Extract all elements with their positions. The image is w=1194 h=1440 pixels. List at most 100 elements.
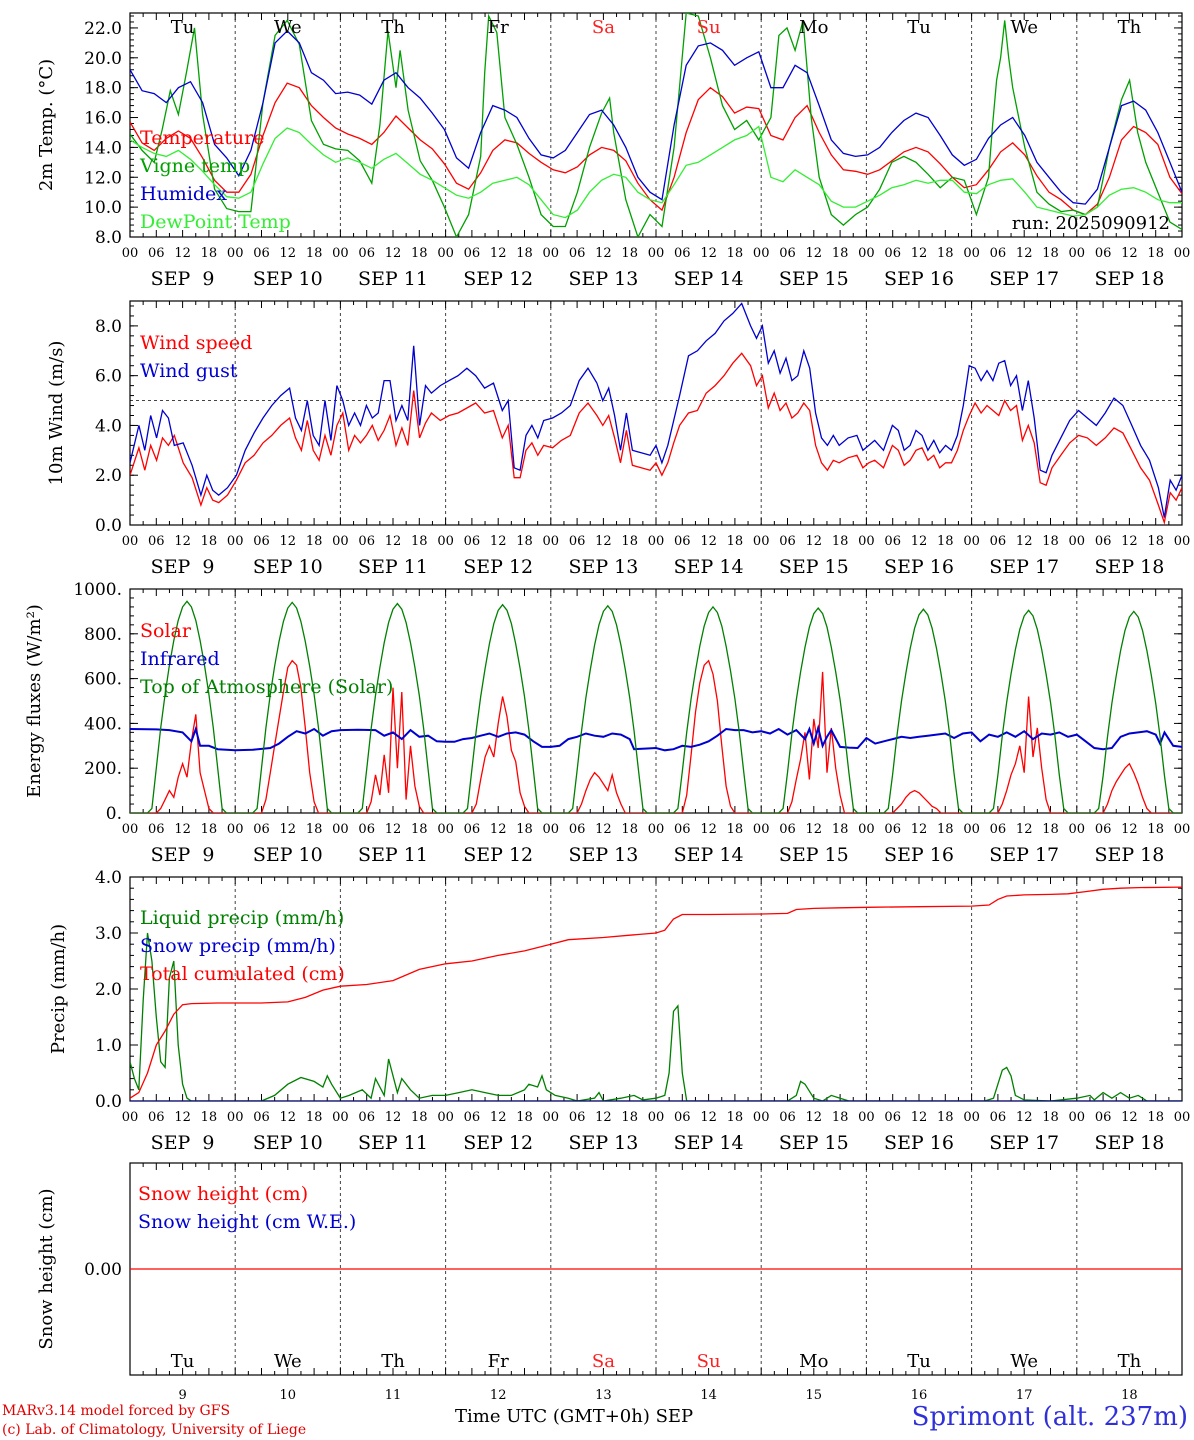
hour-label: 12 xyxy=(280,246,297,261)
hour-label: 12 xyxy=(806,246,823,261)
hour-label: 00 xyxy=(227,534,244,549)
date-label: SEP 18 xyxy=(1094,268,1164,290)
y-tick-label: 16.0 xyxy=(84,109,122,129)
y-tick-label: 600. xyxy=(84,670,122,690)
hour-label: 00 xyxy=(543,246,560,261)
date-label: SEP 9 xyxy=(151,1132,215,1154)
date-label: SEP 12 xyxy=(463,844,533,866)
hour-label: 18 xyxy=(937,1110,954,1125)
hour-label: 18 xyxy=(1147,534,1164,549)
hour-label: 00 xyxy=(858,822,875,837)
hour-label: 06 xyxy=(148,246,165,261)
day-number-label: 11 xyxy=(385,1388,402,1400)
date-label: SEP 13 xyxy=(568,268,638,290)
weekday-label: We xyxy=(1010,17,1038,38)
date-label: SEP 13 xyxy=(568,556,638,578)
hour-label: 06 xyxy=(779,1110,796,1125)
hour-label: 00 xyxy=(227,1110,244,1125)
weekday-label: Su xyxy=(697,17,721,38)
weekday-label: We xyxy=(274,1351,302,1372)
hour-label: 00 xyxy=(1069,534,1086,549)
date-label: SEP 18 xyxy=(1094,1132,1164,1154)
hour-label: 06 xyxy=(1095,1110,1112,1125)
weekday-label: Fr xyxy=(488,1351,509,1372)
y-tick-label: 10.0 xyxy=(84,198,122,218)
hour-label: 18 xyxy=(201,534,218,549)
hour-label: 18 xyxy=(832,822,849,837)
hour-label: 06 xyxy=(358,246,375,261)
hour-label: 06 xyxy=(1095,822,1112,837)
hour-label: 12 xyxy=(385,1110,402,1125)
date-label: SEP 16 xyxy=(884,556,954,578)
hour-label: 06 xyxy=(148,534,165,549)
hour-label: 06 xyxy=(990,534,1007,549)
hour-label: 18 xyxy=(937,534,954,549)
hour-label: 12 xyxy=(1016,822,1033,837)
date-label: SEP 14 xyxy=(674,556,744,578)
hour-label: 06 xyxy=(569,534,586,549)
hour-label: 12 xyxy=(1121,246,1138,261)
model-label: MARv3.14 model forced by GFS xyxy=(2,1403,231,1419)
legend-entry: Wind speed xyxy=(140,332,252,354)
weekday-label: Tu xyxy=(907,1351,931,1372)
weekday-label: Mo xyxy=(799,17,828,38)
y-axis-label: Energy fluxes (W/m²) xyxy=(24,604,45,798)
hour-label: 06 xyxy=(569,246,586,261)
y-tick-label: 4.0 xyxy=(95,416,122,436)
hour-label: 18 xyxy=(832,1110,849,1125)
panel-snow: 0.00 Snow height (cm) Snow height (cm) Snow… xyxy=(36,1162,1183,1400)
hour-label: 00 xyxy=(122,822,139,837)
y-tick-label: 8.0 xyxy=(95,228,122,248)
panel-energy: 0. 200. 400. 600. 800. 1000. Energy fluxes (W/… xyxy=(24,580,1190,866)
station-label: Sprimont (alt. 237m) xyxy=(911,1402,1188,1432)
hour-label: 18 xyxy=(621,1110,638,1125)
series-group xyxy=(130,886,1182,1101)
hour-label: 00 xyxy=(227,822,244,837)
hour-label: 00 xyxy=(1069,822,1086,837)
y-tick-label: 6.0 xyxy=(95,367,122,387)
y-axis-label: Snow height (cm) xyxy=(36,1188,57,1349)
hour-label: 18 xyxy=(411,1110,428,1125)
hour-label: 12 xyxy=(385,822,402,837)
date-label: SEP 17 xyxy=(989,844,1059,866)
hour-label: 18 xyxy=(411,534,428,549)
hour-label: 18 xyxy=(411,822,428,837)
footer-credits: MARv3.14 model forced by GFS (c) Lab. of… xyxy=(2,1402,306,1440)
series-group xyxy=(130,600,1182,813)
hour-label: 12 xyxy=(700,1110,717,1125)
hour-label: 06 xyxy=(148,1110,165,1125)
hour-label: 00 xyxy=(1174,246,1191,261)
hour-label: 06 xyxy=(779,246,796,261)
hour-label: 06 xyxy=(358,822,375,837)
series-line-humidex xyxy=(130,29,1182,205)
date-label: SEP 12 xyxy=(463,1132,533,1154)
hour-label: 18 xyxy=(727,1110,744,1125)
hour-label: 00 xyxy=(543,534,560,549)
hour-label: 18 xyxy=(201,822,218,837)
hour-label: 12 xyxy=(700,246,717,261)
date-label: SEP 17 xyxy=(989,268,1059,290)
legend-entry: Infrared xyxy=(140,648,220,670)
hour-label: 06 xyxy=(674,822,691,837)
day-number-label: 10 xyxy=(280,1388,297,1400)
date-label: SEP 11 xyxy=(358,268,428,290)
day-number-label: 14 xyxy=(700,1388,717,1400)
series-line-wind-gust xyxy=(130,302,1182,518)
hour-label: 12 xyxy=(700,534,717,549)
y-tick-label: 12.0 xyxy=(84,168,122,188)
legend-entry: Snow precip (mm/h) xyxy=(140,935,336,957)
legend-entry: Total cumulated (cm) xyxy=(140,963,345,985)
hour-label: 12 xyxy=(490,246,507,261)
legend-entry: Snow height (cm) xyxy=(138,1183,308,1205)
meteogram: 8.0 10.0 12.0 14.0 16.0 18.0 20.0 22.0 2m Temp. … xyxy=(24,12,1191,1400)
y-tick-label: 0.0 xyxy=(95,1092,122,1112)
day-number-label: 18 xyxy=(1121,1388,1138,1400)
hour-label: 18 xyxy=(832,534,849,549)
hour-label: 12 xyxy=(595,534,612,549)
hour-label: 06 xyxy=(884,534,901,549)
hour-label: 00 xyxy=(963,822,980,837)
hour-label: 06 xyxy=(884,1110,901,1125)
legend-entry: Top of Atmosphere (Solar) xyxy=(140,676,393,698)
date-label: SEP 10 xyxy=(253,844,323,866)
date-label: SEP 17 xyxy=(989,556,1059,578)
